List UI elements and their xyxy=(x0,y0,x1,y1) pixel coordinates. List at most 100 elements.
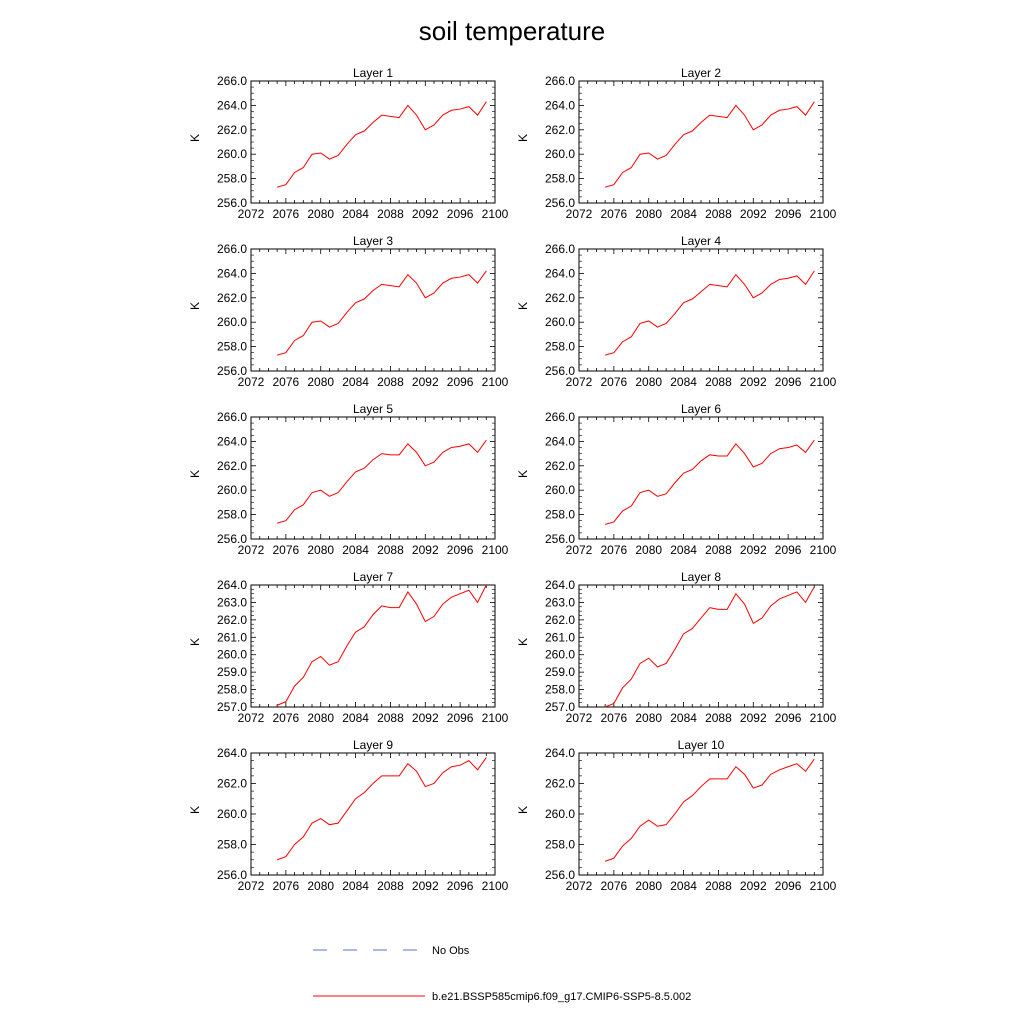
y-tick-label: 262.0 xyxy=(217,777,247,791)
x-tick-label: 2084 xyxy=(670,207,697,221)
panel-title: Layer 2 xyxy=(681,66,721,80)
y-tick-label: 257.0 xyxy=(217,700,247,714)
x-tick-label: 2096 xyxy=(775,879,802,893)
legend-label-no-obs: No Obs xyxy=(432,945,470,957)
x-tick-label: 2100 xyxy=(810,711,837,725)
series-line xyxy=(276,584,487,706)
series-line xyxy=(605,101,815,188)
y-axis-label: K xyxy=(188,638,202,646)
y-tick-label: 262.0 xyxy=(545,459,575,473)
x-tick-label: 2096 xyxy=(447,375,474,389)
y-tick-label: 256.0 xyxy=(217,364,247,378)
x-tick-label: 2088 xyxy=(705,711,732,725)
y-axis-label: K xyxy=(188,806,202,814)
y-axis-label: K xyxy=(188,470,202,478)
x-tick-label: 2096 xyxy=(447,543,474,557)
series-line xyxy=(277,439,487,524)
panel-title: Layer 9 xyxy=(353,738,393,752)
x-tick-label: 2084 xyxy=(342,207,369,221)
x-tick-label: 2084 xyxy=(670,711,697,725)
series-line xyxy=(605,270,815,356)
y-tick-label: 258.0 xyxy=(545,340,575,354)
y-tick-label: 261.0 xyxy=(217,630,247,644)
y-tick-label: 258.0 xyxy=(545,172,575,186)
y-tick-label: 259.0 xyxy=(545,665,575,679)
panel-layer-5: Layer 5 K 2072 2076 2080 2084 2088 2092 2096 2100… xyxy=(188,402,509,557)
x-tick-label: 2088 xyxy=(705,375,732,389)
x-tick-label: 2076 xyxy=(601,711,628,725)
x-tick-label: 2072 xyxy=(238,375,265,389)
y-tick-label: 266.0 xyxy=(217,242,247,256)
x-tick-label: 2080 xyxy=(635,879,662,893)
x-tick-label: 2080 xyxy=(307,207,334,221)
y-tick-label: 258.0 xyxy=(217,340,247,354)
y-tick-label: 262.0 xyxy=(217,123,247,137)
x-tick-label: 2076 xyxy=(601,543,628,557)
x-tick-label: 2100 xyxy=(810,879,837,893)
x-tick-label: 2072 xyxy=(238,879,265,893)
series-line xyxy=(276,757,487,861)
y-tick-label: 261.0 xyxy=(545,630,575,644)
x-tick-label: 2088 xyxy=(377,375,404,389)
x-tick-label: 2092 xyxy=(412,543,439,557)
x-tick-label: 2096 xyxy=(447,879,474,893)
y-tick-label: 258.0 xyxy=(545,838,575,852)
y-tick-label: 260.0 xyxy=(217,147,247,161)
y-axis-label: K xyxy=(516,638,530,646)
panel-title: Layer 4 xyxy=(681,234,721,248)
x-tick-label: 2080 xyxy=(307,879,334,893)
x-tick-label: 2092 xyxy=(740,879,767,893)
x-tick-label: 2076 xyxy=(601,207,628,221)
x-tick-label: 2092 xyxy=(412,207,439,221)
x-tick-label: 2072 xyxy=(566,879,593,893)
x-tick-label: 2080 xyxy=(635,711,662,725)
panel-layer-8: Layer 8 K 2072 2076 2080 2084 2088 2092 2096 2100… xyxy=(516,570,837,725)
plot-frame xyxy=(578,248,824,372)
y-tick-label: 260.0 xyxy=(545,483,575,497)
panel-title: Layer 1 xyxy=(353,66,393,80)
y-tick-label: 264.0 xyxy=(545,578,575,592)
y-tick-label: 264.0 xyxy=(217,578,247,592)
y-tick-label: 262.0 xyxy=(545,777,575,791)
plot-frame xyxy=(250,416,496,540)
x-tick-label: 2088 xyxy=(705,879,732,893)
plot-frame xyxy=(250,584,496,708)
x-tick-label: 2100 xyxy=(810,543,837,557)
y-tick-label: 266.0 xyxy=(217,74,247,88)
panel-layer-3: Layer 3 K 2072 2076 2080 2084 2088 2092 2096 2100… xyxy=(188,234,509,389)
x-tick-label: 2100 xyxy=(482,711,509,725)
x-tick-label: 2072 xyxy=(566,543,593,557)
x-tick-label: 2088 xyxy=(377,543,404,557)
y-tick-label: 257.0 xyxy=(545,700,575,714)
y-tick-label: 260.0 xyxy=(217,315,247,329)
panel-layer-1: Layer 1 K 2072 2076 2080 2084 2088 2092 2096 2100… xyxy=(188,66,509,221)
y-tick-label: 256.0 xyxy=(545,364,575,378)
x-tick-label: 2092 xyxy=(412,879,439,893)
x-tick-label: 2076 xyxy=(273,879,300,893)
series-line xyxy=(605,439,815,525)
y-tick-label: 262.0 xyxy=(545,123,575,137)
y-tick-label: 259.0 xyxy=(217,665,247,679)
x-tick-label: 2080 xyxy=(307,711,334,725)
x-tick-label: 2080 xyxy=(307,375,334,389)
y-axis-label: K xyxy=(516,134,530,142)
x-tick-label: 2100 xyxy=(810,375,837,389)
y-tick-label: 266.0 xyxy=(545,74,575,88)
y-tick-label: 256.0 xyxy=(217,196,247,210)
panel-title: Layer 7 xyxy=(353,570,393,584)
y-tick-label: 260.0 xyxy=(217,807,247,821)
x-tick-label: 2076 xyxy=(601,879,628,893)
y-tick-label: 262.0 xyxy=(217,459,247,473)
y-axis-label: K xyxy=(516,470,530,478)
panel-title: Layer 5 xyxy=(353,402,393,416)
x-tick-label: 2100 xyxy=(482,207,509,221)
x-tick-label: 2100 xyxy=(810,207,837,221)
y-tick-label: 266.0 xyxy=(545,242,575,256)
panel-layer-4: Layer 4 K 2072 2076 2080 2084 2088 2092 2096 2100… xyxy=(516,234,837,389)
plot-frame xyxy=(578,584,824,708)
y-tick-label: 262.0 xyxy=(217,613,247,627)
x-tick-label: 2096 xyxy=(775,543,802,557)
y-tick-label: 258.0 xyxy=(217,683,247,697)
x-tick-label: 2080 xyxy=(635,543,662,557)
